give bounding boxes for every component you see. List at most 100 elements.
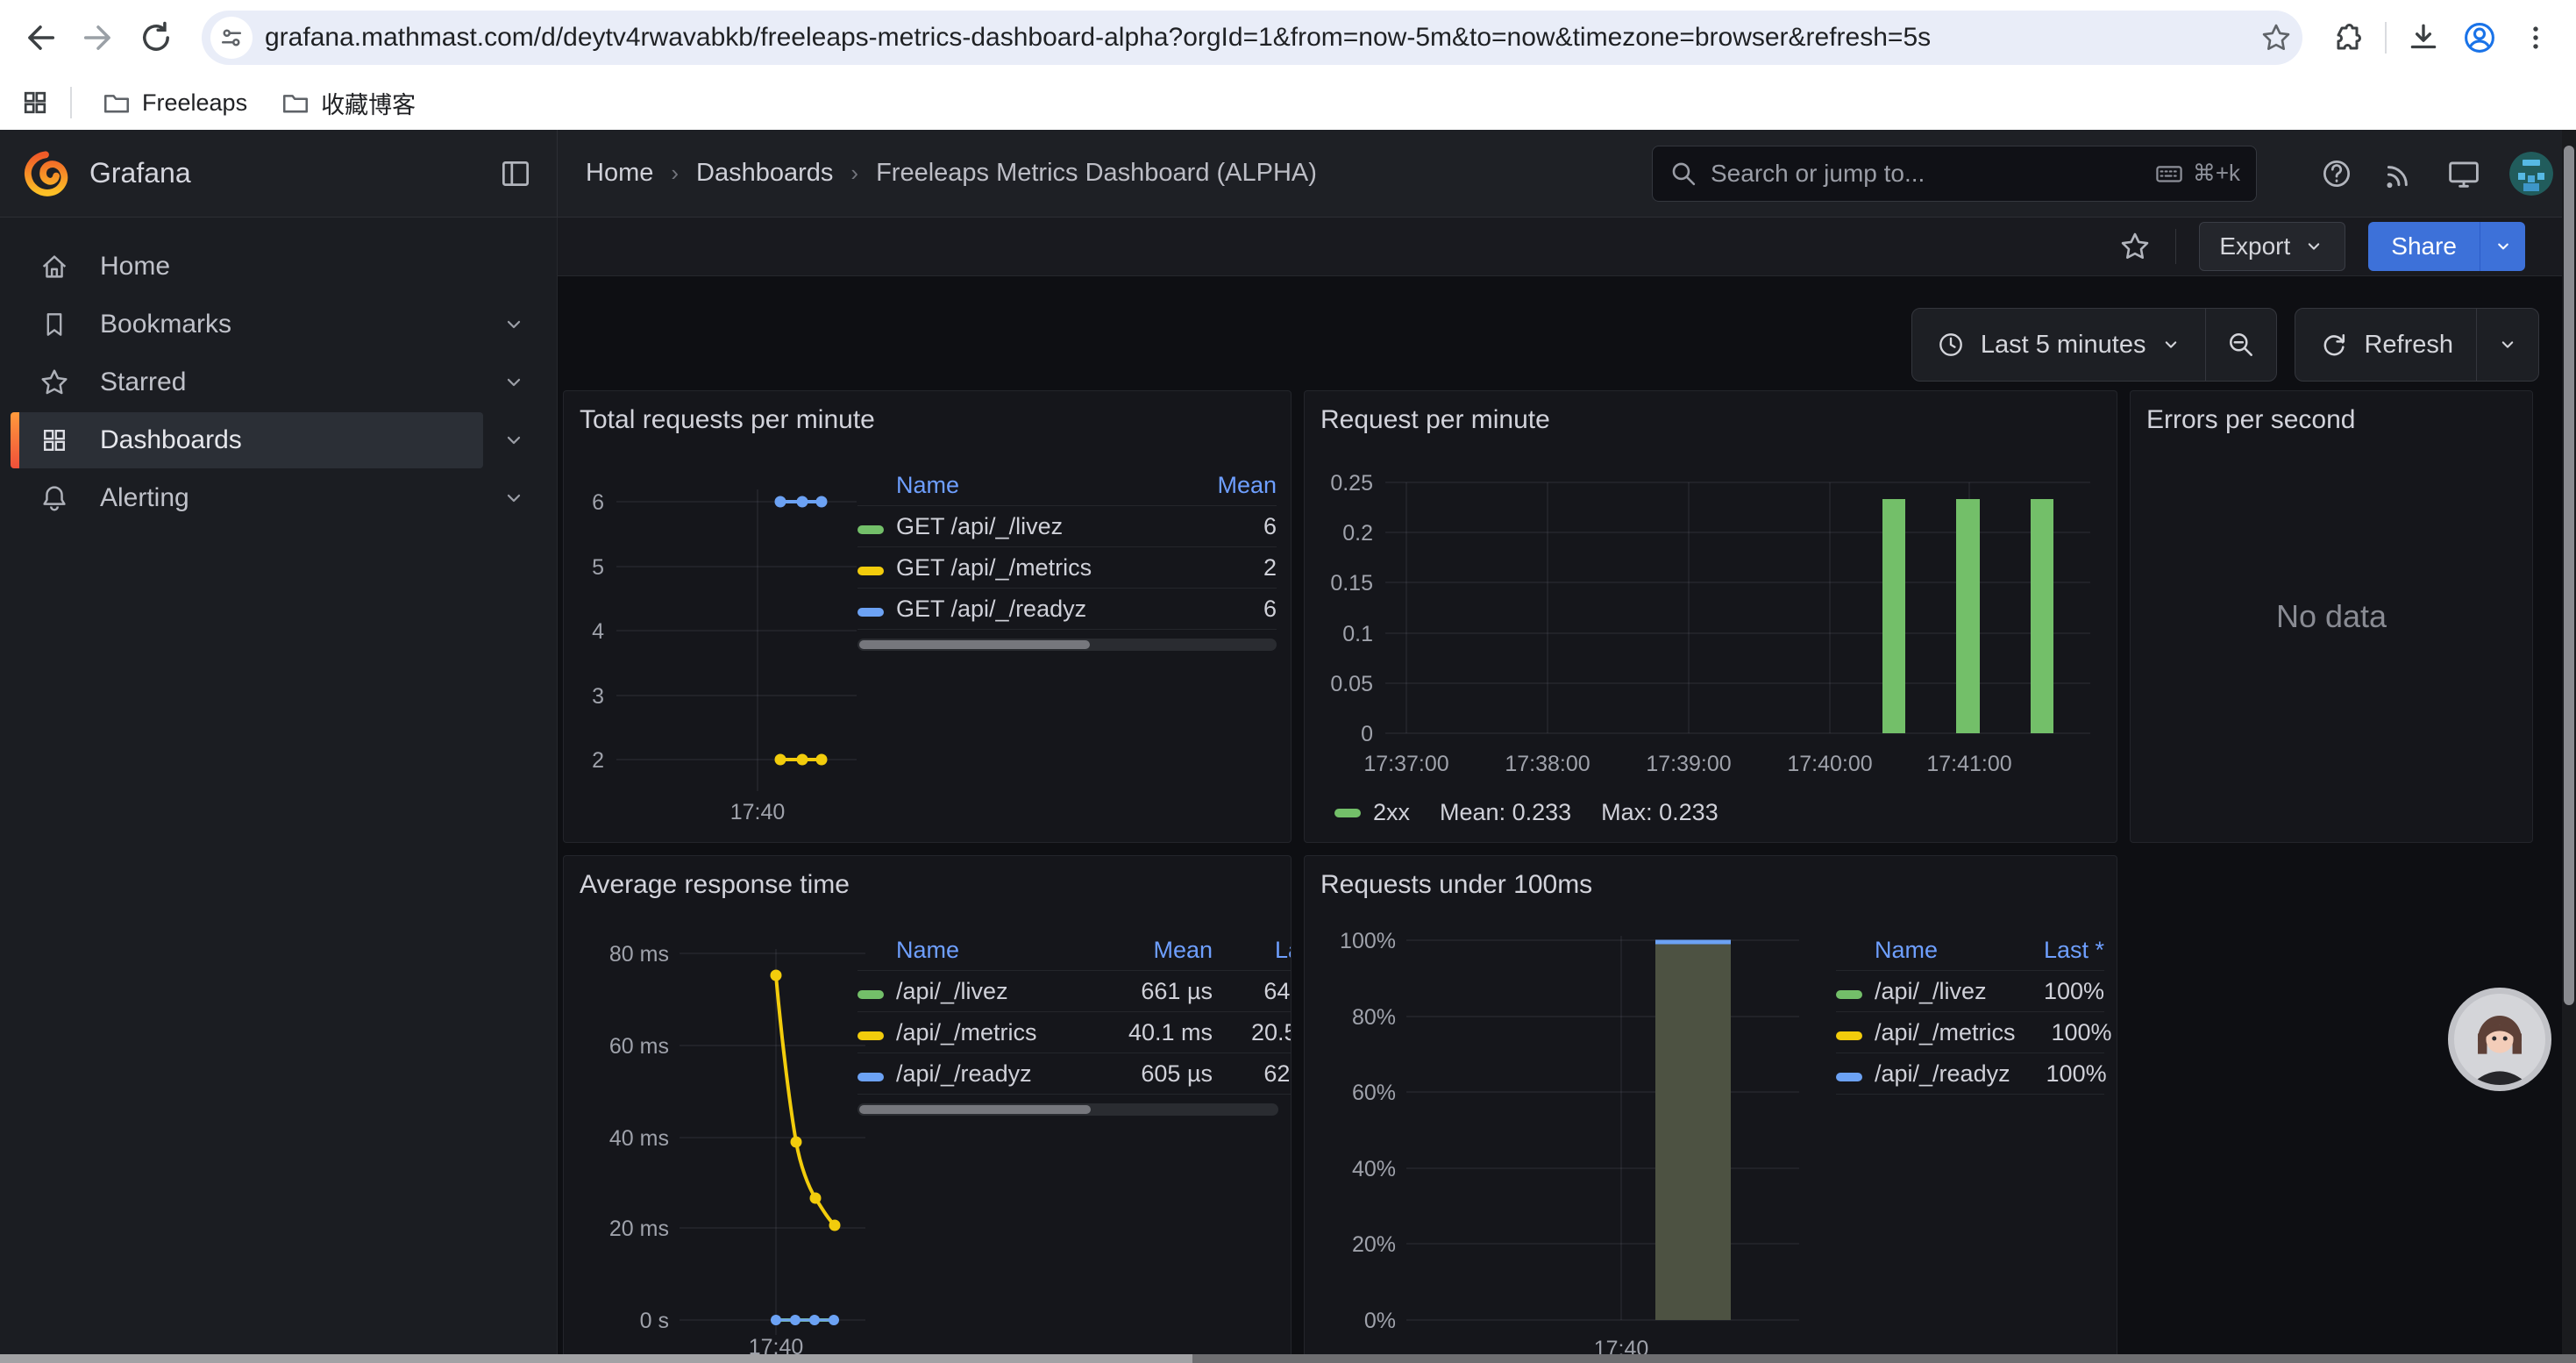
app-shell: Home Bookmarks Starred [0,218,2576,1363]
svg-text:0: 0 [1361,722,1373,746]
share-button[interactable]: Share [2368,222,2480,271]
panel-request-per-minute[interactable]: Request per minute 0.25 [1304,390,2117,843]
legend-col-last[interactable]: Last * [2043,936,2104,963]
breadcrumb-separator: › [671,160,680,186]
panel-requests-under-100ms[interactable]: Requests under 100ms 100% 80% 60% 40% [1304,855,2117,1363]
forward-button[interactable] [74,13,123,62]
svg-text:0 s: 0 s [640,1309,669,1333]
search-input[interactable]: Search or jump to... ⌘+k [1652,145,2257,202]
reload-button[interactable] [132,13,181,62]
refresh-button[interactable]: Refresh [2295,309,2476,381]
legend-row[interactable]: /api/_/metrics 100% [1836,1012,2112,1053]
kiosk-mode-button[interactable] [2444,154,2483,193]
legend-row[interactable]: /api/_/metrics 40.1 ms 20.5 ms [857,1012,1291,1053]
grid-icon [37,425,72,456]
legend-col-last[interactable]: Last * [1274,936,1291,963]
panel-title[interactable]: Average response time [580,870,850,899]
vertical-scrollbar-thumb[interactable] [2564,146,2574,1005]
panel-title[interactable]: Total requests per minute [580,405,875,434]
svg-text:2: 2 [592,748,604,773]
horizontal-scrollbar-thumb[interactable] [0,1354,1192,1363]
dock-menu-toggle-icon[interactable] [497,155,534,192]
panel-title[interactable]: Errors per second [2146,405,2356,434]
assistant-avatar-overlay[interactable] [2448,988,2551,1091]
legend-row[interactable]: /api/_/livez 661 µs 646 µs [857,971,1291,1012]
profile-button[interactable] [2455,13,2504,62]
chevron-down-icon [2501,341,2514,348]
bookmarks-divider [70,87,72,118]
bookmark-folder-blog[interactable]: 收藏博客 [270,81,426,125]
sidebar-item-dashboards[interactable]: Dashboards [11,412,544,468]
sidebar-item-bookmarks[interactable]: Bookmarks [11,296,544,353]
legend-col-name[interactable]: Name [896,471,960,498]
panel-errors-per-second[interactable]: Errors per second No data [2130,390,2533,843]
legend-row[interactable]: GET /api/_/readyz 6 [857,589,1277,630]
sidebar-item-starred[interactable]: Starred [11,354,544,410]
bookmark-star-icon[interactable] [2259,20,2294,55]
downloads-button[interactable] [2399,13,2448,62]
rss-icon [2387,165,2408,188]
refresh-interval-button[interactable] [2477,309,2538,381]
keyboard-icon [2156,165,2182,182]
user-avatar[interactable] [2509,151,2553,196]
news-button[interactable] [2381,155,2418,192]
chevron-down-icon[interactable] [483,369,544,396]
favorite-star-icon[interactable] [2117,229,2153,264]
breadcrumb-separator: › [850,160,859,186]
legend-scrollbar[interactable] [857,1103,1278,1116]
legend-col-mean[interactable]: Mean [1153,936,1213,963]
apps-grid-icon[interactable] [19,87,51,118]
legend-col-mean[interactable]: Mean [1217,471,1277,498]
svg-text:17:38:00: 17:38:00 [1505,752,1590,776]
breadcrumb-home[interactable]: Home [586,159,654,187]
panel-title[interactable]: Request per minute [1320,405,1550,434]
legend-row[interactable]: GET /api/_/livez 6 [857,506,1277,547]
horizontal-scrollbar[interactable] [0,1354,2576,1363]
legend-col-name[interactable]: Name [1875,936,1939,963]
bar-chart: 0.25 0.2 0.15 0.1 0.05 0 17:37:00 17:38:… [1330,471,2090,776]
svg-text:0.2: 0.2 [1342,521,1373,546]
url-text[interactable]: grafana.mathmast.com/d/deytv4rwavabkb/fr… [265,23,1932,52]
panel-average-response-time[interactable]: Average response time 80 ms 60 ms 40 ms … [563,855,1292,1363]
back-button[interactable] [16,13,65,62]
svg-text:80%: 80% [1352,1005,1396,1030]
sidebar-item-label: Dashboards [100,425,242,454]
area-chart: 100% 80% 60% 40% 20% 0% 17:40 [1340,929,1799,1361]
chevron-down-icon[interactable] [483,427,544,453]
bell-icon [37,482,72,515]
home-icon [37,250,72,283]
legend-header: Name Last * [1836,930,2104,971]
grafana-logo-icon [24,150,68,196]
legend-row[interactable]: /api/_/readyz 100% [1836,1053,2107,1095]
share-menu-button[interactable] [2480,222,2525,271]
bookmark-folder-freeleaps[interactable]: Freeleaps [91,82,258,123]
legend-row[interactable]: GET /api/_/metrics 2 [857,547,1277,589]
chevron-down-icon[interactable] [483,311,544,338]
export-button[interactable]: Export [2199,222,2346,271]
time-range-button[interactable]: Last 5 minutes [1912,309,2206,381]
legend-col-name[interactable]: Name [896,936,960,963]
browser-menu-button[interactable] [2511,13,2560,62]
series-name: /api/_/metrics [1875,1018,2016,1045]
zoom-out-button[interactable] [2206,309,2276,381]
sidebar-item-home[interactable]: Home [11,239,544,295]
sidebar-item-alerting[interactable]: Alerting [11,470,544,526]
panel-total-requests[interactable]: Total requests per minute 6 5 4 3 2 [563,390,1292,843]
legend-scrollbar[interactable] [857,639,1277,651]
extensions-button[interactable] [2323,13,2373,62]
chevron-down-icon[interactable] [483,485,544,511]
search-icon [1672,162,1696,185]
panel-title[interactable]: Requests under 100ms [1320,870,1593,899]
legend-item[interactable]: 2xx [1334,799,1410,826]
breadcrumb-dashboards[interactable]: Dashboards [696,159,834,187]
vertical-scrollbar[interactable] [2562,130,2576,1354]
help-button[interactable] [2318,155,2355,192]
clock-icon [1939,333,1962,356]
browser-chrome: grafana.mathmast.com/d/deytv4rwavabkb/fr… [0,0,2576,130]
legend-row[interactable]: /api/_/livez 100% [1836,971,2104,1012]
series-color-swatch [857,607,884,617]
legend: 2xx Mean: 0.233 Max: 0.233 [1334,799,1719,826]
legend-row[interactable]: /api/_/readyz 605 µs 620 µs [857,1053,1291,1095]
url-bar[interactable]: grafana.mathmast.com/d/deytv4rwavabkb/fr… [202,11,2302,65]
site-controls-icon[interactable] [210,17,253,59]
